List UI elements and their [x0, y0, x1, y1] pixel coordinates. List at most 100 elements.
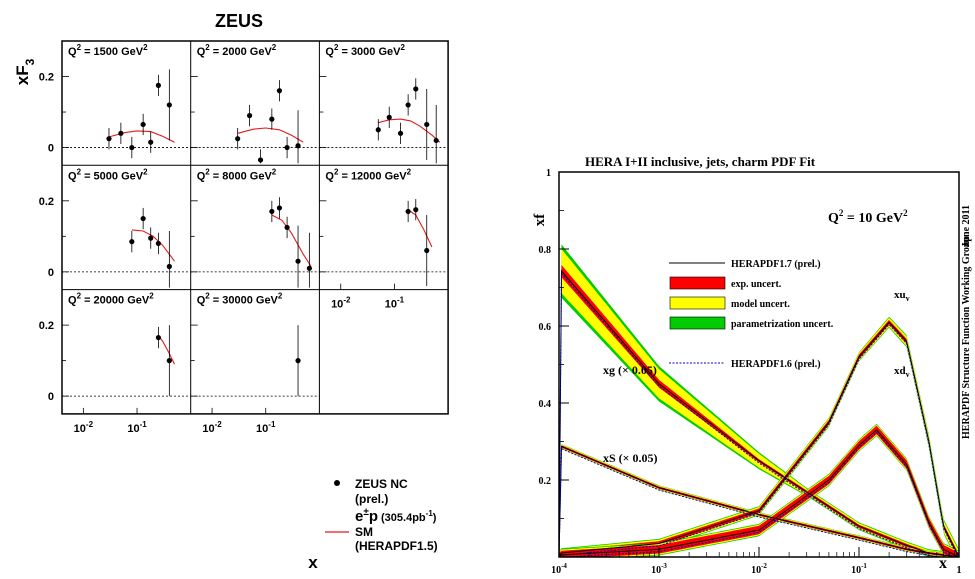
- data-point: [386, 114, 392, 120]
- x-tick-label: 10-1: [127, 420, 147, 435]
- x-tick-label: 10-2: [202, 420, 222, 435]
- x-tick-label: 10-1: [385, 296, 405, 311]
- xdv-param-band: [559, 423, 959, 557]
- legend-label: HERAPDF1.6 (prel.): [731, 359, 821, 370]
- x-tick-label: 10-2: [331, 296, 351, 311]
- central-curve: [558, 321, 960, 558]
- legend-swatch: [669, 276, 726, 290]
- legend-swatch: [669, 316, 726, 330]
- x-tick-label: 10-1: [851, 562, 867, 574]
- legend-data-marker: [334, 480, 340, 486]
- data-point: [413, 86, 419, 92]
- data-point: [166, 102, 172, 108]
- zeus-panel: Q2 = 2000 GeV2: [190, 43, 320, 164]
- data-point: [246, 112, 253, 119]
- y-tick-label: 0.8: [539, 245, 552, 256]
- y-tick-label: 0.2: [39, 320, 54, 332]
- data-point: [118, 130, 124, 136]
- y-tick-label: 0.4: [539, 399, 552, 410]
- data-point: [166, 358, 172, 364]
- data-point: [257, 157, 264, 163]
- data-point: [140, 121, 146, 128]
- label-xuv: xuv: [894, 289, 910, 303]
- hera-side-date: June 2011: [961, 205, 972, 248]
- sm-curve: [131, 229, 175, 262]
- zeus-panel-grid: [61, 40, 449, 415]
- zeus-panel: Q2 = 8000 GeV2: [190, 167, 320, 288]
- data-point: [295, 258, 301, 264]
- legend-label: HERAPDF1.7 (prel.): [731, 259, 821, 270]
- x-tick-label: 10-2: [751, 562, 767, 574]
- hera-q2-annotation: Q2 = 10 GeV2: [828, 208, 908, 226]
- hera-xlabel: x: [939, 555, 947, 572]
- data-point: [276, 205, 283, 211]
- legend-sm-label-2: (HERAPDF1.5): [355, 539, 438, 553]
- sm-curve: [237, 127, 304, 143]
- zeus-ylabel-main: xF: [13, 65, 32, 85]
- zeus-ylabel-sub: 3: [23, 58, 37, 65]
- sm-curve: [157, 335, 175, 365]
- herapdf16-curve: [559, 431, 959, 558]
- zeus-axes: 0.2 0 0.2 0 0.2 0 10-2 10-1 10-2 10-1 10-2 10-1: [39, 72, 405, 435]
- legend-data-label-1: ZEUS NC: [355, 477, 408, 491]
- zeus-panels: Q2 = 1500 GeV2 Q2 = 2000 GeV2 Q2 = 3000 Ge…: [62, 43, 449, 397]
- data-point: [155, 240, 161, 247]
- panel-label: Q2 = 30000 GeV2: [197, 292, 283, 307]
- herapdf16-curve: [558, 323, 960, 558]
- data-point: [424, 247, 430, 254]
- zeus-panel: Q2 = 3000 GeV2: [319, 43, 449, 164]
- zeus-title: ZEUS: [215, 11, 263, 31]
- hera-ylabel: xf: [532, 213, 548, 227]
- data-point: [405, 208, 411, 215]
- hera-axes: 1 0.8 0.6 0.4 0.2 10-4 10-3 10-2 10-1 1: [539, 168, 962, 576]
- hera-legend: HERAPDF1.7 (prel.) exp. uncert. model unce…: [669, 259, 834, 370]
- xdv-model-band: [559, 424, 959, 557]
- hera-curve-labels: xuv xdv xg (× 0.05) xS (× 0.05): [603, 289, 910, 465]
- data-point: [306, 265, 312, 271]
- data-point: [276, 88, 283, 94]
- hera-title: HERA I+II inclusive, jets, charm PDF Fit: [585, 154, 816, 169]
- y-tick-label: 0.6: [539, 322, 552, 333]
- x-tick-label: 1: [957, 565, 962, 574]
- central-curve: [558, 429, 960, 558]
- y-tick-label: 0: [48, 267, 54, 279]
- herapdf-chart: HERA I+II inclusive, jets, charm PDF Fit…: [532, 154, 972, 576]
- zeus-chart: ZEUS xF3 x Q2 = 1500 GeV2 Q2 = 2000 GeV2 Q…: [13, 11, 449, 572]
- hera-side-group: HERAPDF Structure Function Working Group: [961, 236, 972, 439]
- data-point: [284, 144, 290, 151]
- y-tick-label: 1: [546, 168, 551, 179]
- data-point: [295, 358, 301, 364]
- label-xg: xg (× 0.05): [603, 363, 657, 377]
- data-point: [424, 121, 430, 128]
- legend-label: parametrization uncert.: [731, 319, 834, 330]
- data-point: [148, 139, 154, 145]
- panel-label: Q2 = 2000 GeV2: [197, 43, 277, 58]
- data-point: [166, 263, 172, 270]
- panel-label: Q2 = 20000 GeV2: [68, 292, 154, 307]
- data-point: [397, 130, 404, 136]
- y-tick-label: 0: [48, 391, 54, 403]
- data-point: [148, 235, 154, 241]
- panel-label: Q2 = 3000 GeV2: [325, 43, 405, 58]
- x-tick-label: 10-3: [651, 562, 667, 574]
- data-point: [284, 224, 290, 231]
- panel-label: Q2 = 1500 GeV2: [68, 43, 148, 58]
- data-point: [413, 207, 419, 213]
- sm-curve: [378, 118, 441, 143]
- data-point: [155, 334, 161, 341]
- xdv-exp-band: [559, 425, 959, 557]
- data-point: [155, 82, 161, 88]
- panel-label: Q2 = 12000 GeV2: [325, 167, 411, 182]
- zeus-xlabel: x: [308, 553, 318, 572]
- zeus-outer-frame: [61, 40, 449, 415]
- data-point: [405, 102, 411, 108]
- x-tick-label: 10-4: [551, 562, 567, 574]
- zeus-panel: Q2 = 1500 GeV2: [62, 43, 191, 159]
- data-point: [269, 208, 275, 215]
- central-curve: [558, 445, 960, 558]
- data-point: [129, 239, 135, 245]
- legend-swatch: [669, 296, 726, 310]
- zeus-ylabel: xF3: [13, 58, 37, 85]
